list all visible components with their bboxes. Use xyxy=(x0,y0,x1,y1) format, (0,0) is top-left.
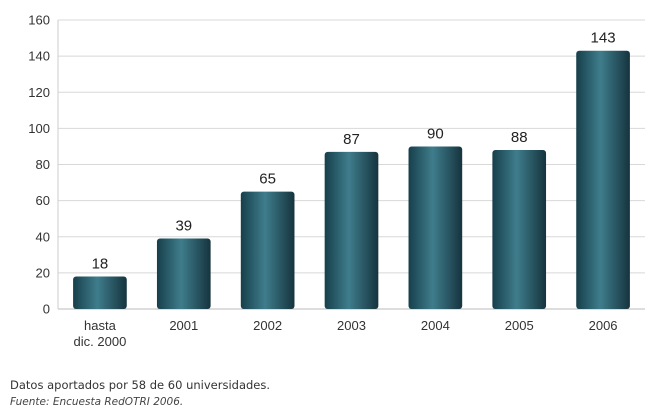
value-label: 87 xyxy=(343,131,360,148)
bars xyxy=(73,51,630,309)
value-label: 88 xyxy=(511,129,528,146)
x-tick-label: 2004 xyxy=(421,318,450,333)
bar xyxy=(576,51,630,309)
value-label: 65 xyxy=(259,171,276,188)
y-tick-label: 80 xyxy=(36,157,50,172)
bar xyxy=(409,146,463,309)
chart-note: Datos aportados por 58 de 60 universidad… xyxy=(10,378,270,392)
bar-chart: 0 20 40 60 80 100 120 140 160 hasta dic. 2000 2001… xyxy=(0,0,655,370)
x-tick-label: 2005 xyxy=(505,318,534,333)
x-axis-labels: hasta dic. 2000 2001 2002 2003 2004 2005 2006 xyxy=(74,318,618,349)
bar xyxy=(241,192,295,309)
y-tick-label: 0 xyxy=(43,302,50,317)
bar xyxy=(492,150,546,309)
x-tick-label: 2006 xyxy=(589,318,618,333)
x-tick-label: 2001 xyxy=(169,318,198,333)
y-tick-label: 160 xyxy=(28,13,50,28)
value-label: 39 xyxy=(175,218,192,235)
value-label: 90 xyxy=(427,125,444,142)
bar xyxy=(157,239,211,309)
y-tick-label: 40 xyxy=(36,229,50,244)
y-tick-label: 140 xyxy=(28,49,50,64)
y-tick-label: 20 xyxy=(36,265,50,280)
x-tick-label: 2002 xyxy=(253,318,282,333)
bar xyxy=(73,276,127,309)
y-tick-label: 60 xyxy=(36,193,50,208)
x-tick-label: 2003 xyxy=(337,318,366,333)
bar xyxy=(325,152,379,309)
y-tick-label: 120 xyxy=(28,85,50,100)
value-label: 18 xyxy=(92,255,109,272)
chart-source: Fuente: Encuesta RedOTRI 2006. xyxy=(10,396,183,408)
y-tick-label: 100 xyxy=(28,121,50,136)
x-tick-label: hasta dic. 2000 xyxy=(74,318,127,349)
value-label: 143 xyxy=(591,30,616,47)
y-axis-ticks: 0 20 40 60 80 100 120 140 160 xyxy=(28,13,50,317)
